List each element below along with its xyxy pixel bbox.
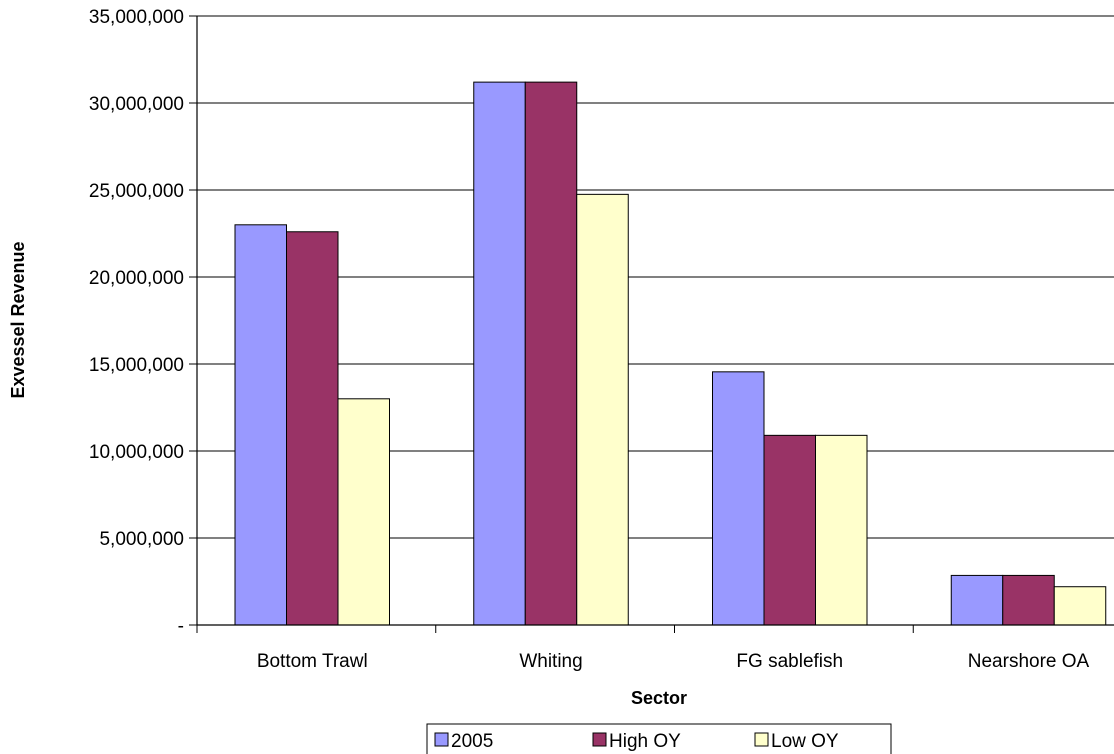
x-tick-label: Whiting	[519, 651, 582, 672]
bar-low-oy	[815, 434, 868, 626]
legend-box	[426, 723, 892, 754]
y-tick-label: 35,000,000	[89, 7, 184, 28]
y-axis-title: Exvessel Revenue	[8, 241, 28, 398]
bar-low-oy	[337, 398, 390, 626]
y-tick-label: 30,000,000	[89, 94, 184, 115]
x-tick-label: FG sablefish	[736, 651, 843, 672]
y-tick-label: 10,000,000	[89, 442, 184, 463]
bar-low-oy	[1053, 586, 1107, 626]
y-tick-label: 20,000,000	[89, 268, 184, 289]
x-tick-label: Nearshore OA	[968, 651, 1090, 672]
bar-high-oy	[286, 231, 339, 626]
legend-swatch	[754, 732, 769, 747]
y-tick-label: 5,000,000	[99, 529, 184, 550]
bars	[234, 81, 1107, 626]
bar-2005	[712, 371, 765, 626]
legend-label: High OY	[609, 731, 681, 752]
legend: 2005 High OY Low OY	[426, 723, 892, 754]
legend-label: Low OY	[771, 731, 839, 752]
axes	[196, 16, 1114, 626]
x-axis-ticks: Bottom Trawl Whiting FG sablefish Nearshore…	[196, 625, 1090, 672]
bar-high-oy	[763, 434, 816, 626]
bar-2005	[473, 81, 526, 626]
y-tick-label: 15,000,000	[89, 355, 184, 376]
bar-2005	[950, 574, 1004, 626]
y-tick-label: -	[178, 616, 184, 637]
legend-swatch	[592, 732, 607, 747]
x-tick-label: Bottom Trawl	[257, 651, 368, 672]
legend-label: 2005	[451, 731, 493, 752]
legend-swatch	[434, 732, 449, 747]
bar-high-oy	[1002, 574, 1055, 626]
x-axis-title: Sector	[631, 688, 687, 708]
y-axis-ticks: - 5,000,000 10,000,000 15,000,000 20,000,000…	[89, 7, 197, 637]
bar-low-oy	[576, 193, 629, 626]
y-tick-label: 25,000,000	[89, 181, 184, 202]
bar-2005	[234, 224, 287, 626]
bar-high-oy	[524, 81, 578, 626]
